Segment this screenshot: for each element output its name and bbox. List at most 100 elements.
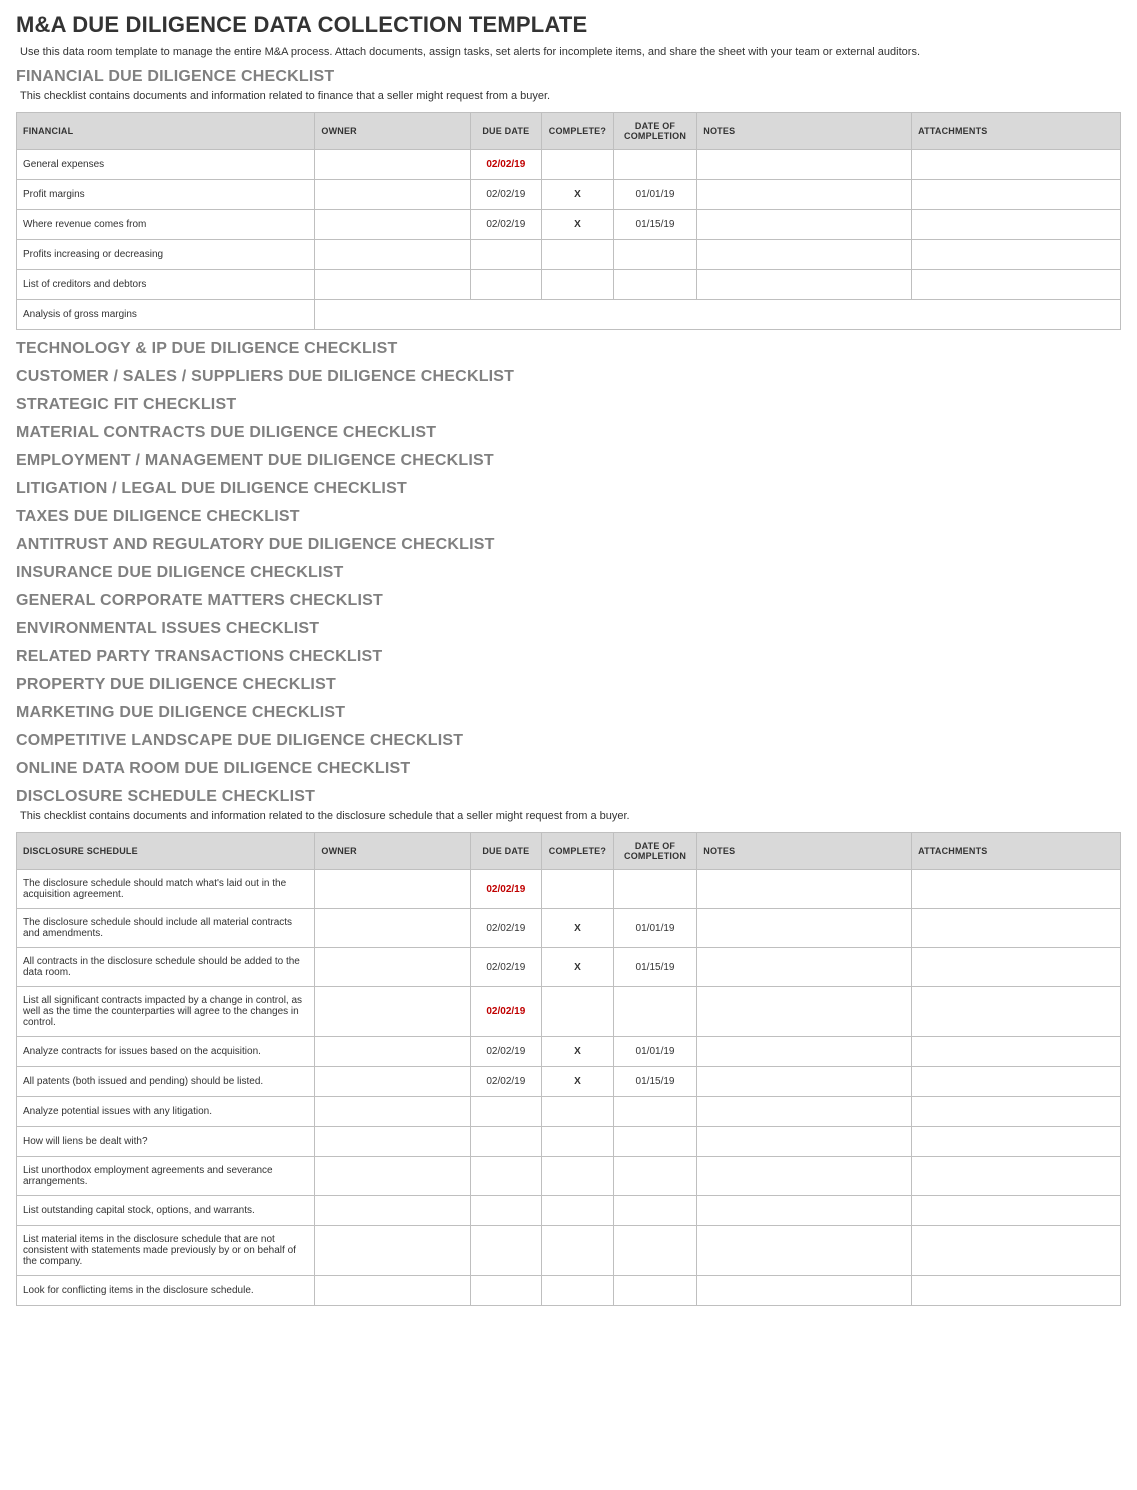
table-cell[interactable] bbox=[613, 240, 697, 270]
table-cell[interactable]: List outstanding capital stock, options,… bbox=[17, 1196, 315, 1226]
table-cell[interactable]: Profits increasing or decreasing bbox=[17, 240, 315, 270]
table-cell[interactable]: Look for conflicting items in the disclo… bbox=[17, 1276, 315, 1306]
table-cell[interactable] bbox=[613, 300, 697, 330]
table-cell[interactable]: X bbox=[542, 210, 614, 240]
table-cell[interactable]: List all significant contracts impacted … bbox=[17, 987, 315, 1037]
table-cell[interactable] bbox=[697, 240, 912, 270]
table-cell[interactable]: 02/02/19 bbox=[470, 1067, 542, 1097]
table-cell[interactable]: X bbox=[542, 1067, 614, 1097]
table-cell[interactable]: X bbox=[542, 948, 614, 987]
table-cell[interactable] bbox=[315, 1157, 470, 1196]
table-cell[interactable] bbox=[542, 870, 614, 909]
table-cell[interactable] bbox=[315, 1226, 470, 1276]
table-cell[interactable] bbox=[315, 150, 470, 180]
table-cell[interactable] bbox=[613, 870, 697, 909]
table-cell[interactable] bbox=[697, 300, 912, 330]
table-cell[interactable] bbox=[470, 300, 542, 330]
table-cell[interactable] bbox=[470, 1196, 542, 1226]
table-cell[interactable] bbox=[912, 1157, 1121, 1196]
table-cell[interactable]: X bbox=[542, 180, 614, 210]
table-cell[interactable]: 01/15/19 bbox=[613, 210, 697, 240]
table-cell[interactable]: 02/02/19 bbox=[470, 210, 542, 240]
table-cell[interactable] bbox=[542, 1097, 614, 1127]
table-cell[interactable] bbox=[542, 1127, 614, 1157]
table-cell[interactable] bbox=[470, 1276, 542, 1306]
table-cell[interactable] bbox=[697, 987, 912, 1037]
table-cell[interactable] bbox=[542, 1226, 614, 1276]
table-cell[interactable] bbox=[542, 1196, 614, 1226]
table-cell[interactable] bbox=[697, 948, 912, 987]
table-cell[interactable] bbox=[470, 1226, 542, 1276]
table-cell[interactable] bbox=[542, 240, 614, 270]
table-cell[interactable] bbox=[315, 180, 470, 210]
table-cell[interactable] bbox=[697, 150, 912, 180]
table-cell[interactable] bbox=[315, 270, 470, 300]
table-cell[interactable] bbox=[912, 909, 1121, 948]
table-cell[interactable] bbox=[315, 987, 470, 1037]
table-cell[interactable] bbox=[697, 210, 912, 240]
table-cell[interactable] bbox=[315, 1097, 470, 1127]
table-cell[interactable]: 02/02/19 bbox=[470, 1037, 542, 1067]
table-cell[interactable]: X bbox=[542, 1037, 614, 1067]
table-cell[interactable] bbox=[912, 210, 1121, 240]
table-cell[interactable]: The disclosure schedule should include a… bbox=[17, 909, 315, 948]
table-cell[interactable] bbox=[613, 270, 697, 300]
table-cell[interactable]: 02/02/19 bbox=[470, 948, 542, 987]
table-cell[interactable] bbox=[613, 1226, 697, 1276]
table-cell[interactable]: X bbox=[542, 909, 614, 948]
table-cell[interactable]: 02/02/19 bbox=[470, 909, 542, 948]
table-cell[interactable] bbox=[315, 909, 470, 948]
table-cell[interactable]: Analyze potential issues with any litiga… bbox=[17, 1097, 315, 1127]
table-cell[interactable]: 02/02/19 bbox=[470, 870, 542, 909]
table-cell[interactable] bbox=[697, 270, 912, 300]
table-cell[interactable] bbox=[315, 1037, 470, 1067]
table-cell[interactable] bbox=[697, 1067, 912, 1097]
table-cell[interactable] bbox=[315, 1196, 470, 1226]
table-cell[interactable] bbox=[315, 870, 470, 909]
table-cell[interactable] bbox=[912, 270, 1121, 300]
table-cell[interactable] bbox=[697, 909, 912, 948]
table-cell[interactable] bbox=[542, 1276, 614, 1306]
table-cell[interactable] bbox=[697, 870, 912, 909]
table-cell[interactable] bbox=[697, 1157, 912, 1196]
table-cell[interactable]: The disclosure schedule should match wha… bbox=[17, 870, 315, 909]
table-cell[interactable] bbox=[697, 1097, 912, 1127]
table-cell[interactable] bbox=[542, 270, 614, 300]
table-cell[interactable]: 02/02/19 bbox=[470, 150, 542, 180]
table-cell[interactable] bbox=[697, 1196, 912, 1226]
table-cell[interactable] bbox=[912, 1097, 1121, 1127]
table-cell[interactable] bbox=[697, 1276, 912, 1306]
table-cell[interactable] bbox=[613, 150, 697, 180]
table-cell[interactable] bbox=[613, 1196, 697, 1226]
table-cell[interactable] bbox=[912, 180, 1121, 210]
table-cell[interactable] bbox=[613, 1097, 697, 1127]
table-cell[interactable] bbox=[912, 1067, 1121, 1097]
table-cell[interactable] bbox=[315, 1127, 470, 1157]
table-cell[interactable]: List material items in the disclosure sc… bbox=[17, 1226, 315, 1276]
table-cell[interactable]: Where revenue comes from bbox=[17, 210, 315, 240]
table-cell[interactable] bbox=[542, 987, 614, 1037]
table-cell[interactable] bbox=[613, 1157, 697, 1196]
table-cell[interactable] bbox=[912, 948, 1121, 987]
table-cell[interactable] bbox=[542, 150, 614, 180]
table-cell[interactable]: 01/01/19 bbox=[613, 1037, 697, 1067]
table-cell[interactable] bbox=[697, 1226, 912, 1276]
table-cell[interactable] bbox=[470, 270, 542, 300]
table-cell[interactable] bbox=[912, 1127, 1121, 1157]
table-cell[interactable] bbox=[315, 1067, 470, 1097]
table-cell[interactable]: All contracts in the disclosure schedule… bbox=[17, 948, 315, 987]
table-cell[interactable] bbox=[542, 300, 614, 330]
table-cell[interactable]: 01/01/19 bbox=[613, 909, 697, 948]
table-cell[interactable] bbox=[470, 240, 542, 270]
table-cell[interactable] bbox=[470, 1097, 542, 1127]
table-cell[interactable] bbox=[542, 1157, 614, 1196]
table-cell[interactable] bbox=[912, 1226, 1121, 1276]
table-cell[interactable]: Profit margins bbox=[17, 180, 315, 210]
table-cell[interactable] bbox=[912, 150, 1121, 180]
table-cell[interactable]: 02/02/19 bbox=[470, 987, 542, 1037]
table-cell[interactable] bbox=[613, 987, 697, 1037]
table-cell[interactable]: Analysis of gross margins bbox=[17, 300, 315, 330]
table-cell[interactable]: Analyze contracts for issues based on th… bbox=[17, 1037, 315, 1067]
table-cell[interactable] bbox=[315, 300, 470, 330]
table-cell[interactable] bbox=[697, 180, 912, 210]
